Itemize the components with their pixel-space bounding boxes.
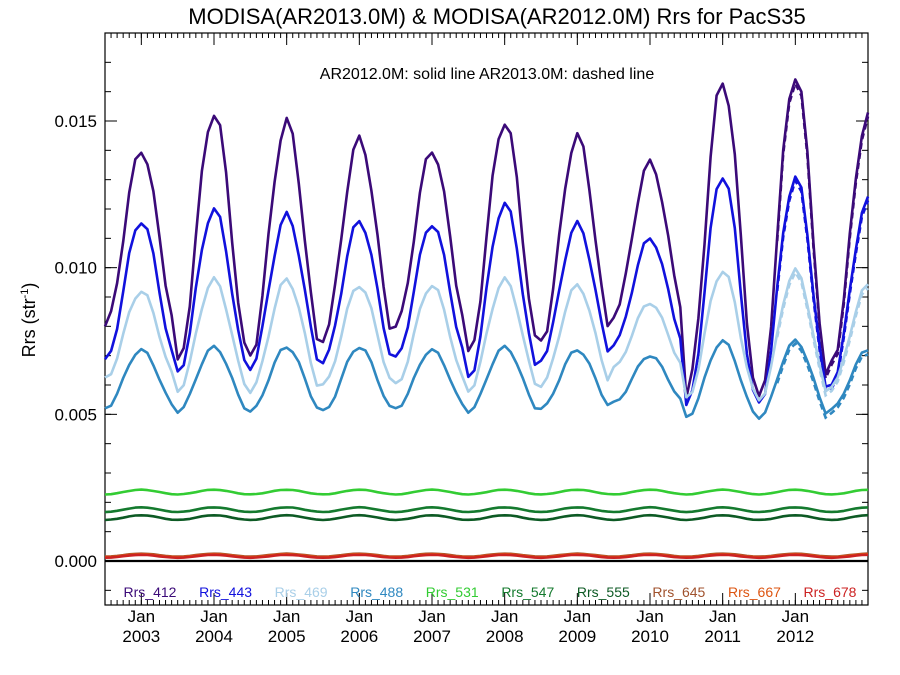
series-dashed-Rrs_412 [775,80,870,384]
chart-title: MODISA(AR2013.0M) & MODISA(AR2012.0M) Rr… [188,4,805,29]
series-group [103,78,870,560]
x-tick-year: 2006 [340,627,378,646]
x-tick-month: Jan [200,607,227,626]
line-style-annotation: AR2012.0M: solid line AR2013.0M: dashed … [320,66,655,83]
x-tick-year: 2007 [413,627,451,646]
legend-entry-Rrs_645: Rrs_645 [652,584,705,600]
series-line-Rrs_469 [104,267,869,402]
legend-entry-Rrs_547: Rrs_547 [501,584,554,600]
series-line-Rrs_531 [104,488,869,496]
series-dashed-Rrs_488 [775,341,869,420]
y-axis-label-end: ) [19,283,39,289]
y-axis-label-sup: -1 [19,289,31,299]
legend-entry-Rrs_412: Rrs_412 [124,584,177,600]
legend-entry-Rrs_443: Rrs_443 [199,584,252,600]
x-tick-month: Jan [346,607,373,626]
series-line-Rrs_488 [104,338,869,420]
x-tick-month: Jan [564,607,591,626]
x-tick-month: Jan [273,607,300,626]
x-tick-year: 2011 [704,627,741,646]
legend-entry-Rrs_667: Rrs_667 [728,584,781,600]
legend-entry-Rrs_555: Rrs_555 [577,584,630,600]
series-line-Rrs_547 [104,505,869,514]
legend-entry-Rrs_531: Rrs_531 [426,584,479,600]
x-tick-year: 2008 [486,627,524,646]
x-tick-month: Jan [418,607,445,626]
series-dashed-Rrs_443 [775,177,870,393]
x-axis: Jan2003Jan2004Jan2005Jan2006Jan2007Jan20… [104,33,869,646]
y-axis-label-text: Rrs (str [19,298,39,357]
legend-entry-Rrs_469: Rrs_469 [275,584,328,600]
y-axis: 0.000 0.005 0.010 0.015 [54,61,868,591]
x-tick-year: 2005 [268,627,306,646]
series-line-Rrs_555 [104,513,869,522]
x-tick-month: Jan [636,607,663,626]
y-axis-label: Rrs (str-1) [19,283,39,358]
y-tick-label: 0.010 [54,259,97,278]
y-tick-label: 0.015 [54,112,97,131]
y-tick-label: 0.005 [54,405,97,424]
x-tick-month: Jan [128,607,155,626]
legend: Rrs_412 Rrs_443 Rrs_469 Rrs_488 Rrs_531 Rrs_5… [124,584,857,600]
series-line-Rrs_412 [103,78,870,400]
x-tick-year: 2009 [558,627,596,646]
series-line-Rrs_443 [103,175,870,407]
series-dashed-Rrs_469 [775,269,869,398]
x-tick-year: 2004 [195,627,233,646]
x-tick-month: Jan [491,607,518,626]
legend-entry-Rrs_678: Rrs_678 [804,584,857,600]
y-tick-label: 0.000 [54,552,97,571]
x-tick-month: Jan [709,607,736,626]
legend-entry-Rrs_488: Rrs_488 [350,584,403,600]
series-line-Rrs_678 [104,553,869,560]
x-tick-month: Jan [782,607,809,626]
x-tick-year: 2010 [631,627,669,646]
x-tick-year: 2012 [776,627,814,646]
x-tick-year: 2003 [122,627,160,646]
